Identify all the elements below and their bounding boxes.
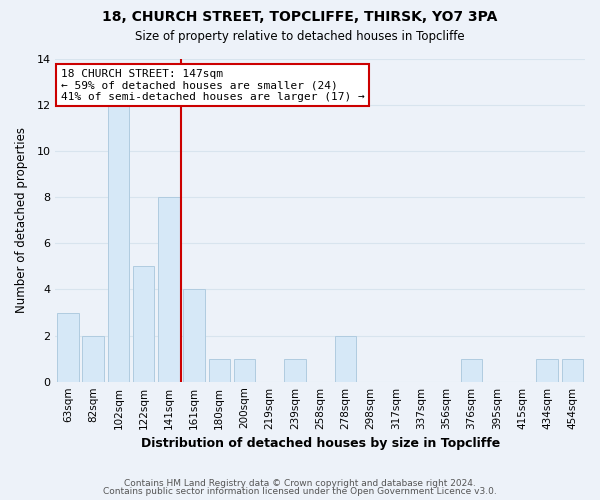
Bar	[133, 266, 154, 382]
Bar	[335, 336, 356, 382]
Bar	[107, 105, 129, 382]
Bar	[158, 198, 179, 382]
Bar	[57, 312, 79, 382]
Text: Contains HM Land Registry data © Crown copyright and database right 2024.: Contains HM Land Registry data © Crown c…	[124, 478, 476, 488]
Text: Contains public sector information licensed under the Open Government Licence v3: Contains public sector information licen…	[103, 487, 497, 496]
Bar	[234, 358, 255, 382]
X-axis label: Distribution of detached houses by size in Topcliffe: Distribution of detached houses by size …	[140, 437, 500, 450]
Text: 18 CHURCH STREET: 147sqm
← 59% of detached houses are smaller (24)
41% of semi-d: 18 CHURCH STREET: 147sqm ← 59% of detach…	[61, 68, 364, 102]
Text: Size of property relative to detached houses in Topcliffe: Size of property relative to detached ho…	[135, 30, 465, 43]
Bar	[536, 358, 558, 382]
Bar	[562, 358, 583, 382]
Bar	[82, 336, 104, 382]
Text: 18, CHURCH STREET, TOPCLIFFE, THIRSK, YO7 3PA: 18, CHURCH STREET, TOPCLIFFE, THIRSK, YO…	[103, 10, 497, 24]
Bar	[184, 290, 205, 382]
Y-axis label: Number of detached properties: Number of detached properties	[15, 128, 28, 314]
Bar	[209, 358, 230, 382]
Bar	[461, 358, 482, 382]
Bar	[284, 358, 305, 382]
